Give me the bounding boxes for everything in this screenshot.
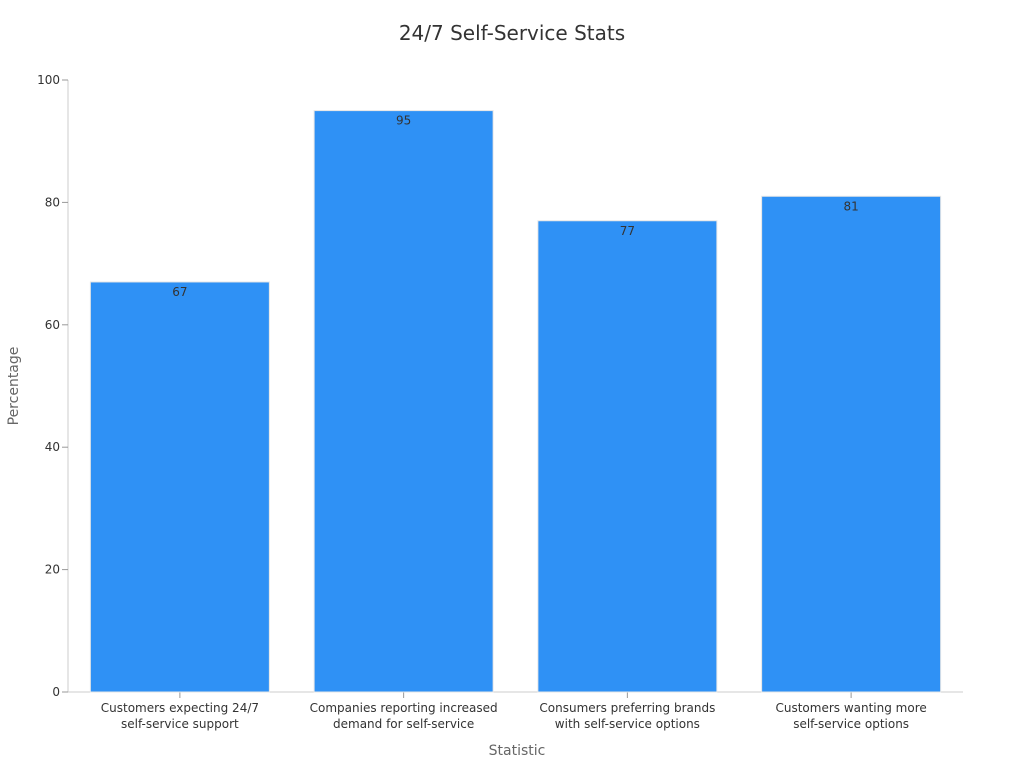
bar: [537, 220, 718, 693]
data-label: 67: [172, 285, 187, 299]
y-tick-label: 40: [45, 440, 60, 454]
data-label: 95: [396, 114, 411, 128]
x-tick-label: Consumers preferring brands: [539, 701, 715, 715]
x-tick-label: with self-service options: [555, 717, 700, 731]
data-label: 81: [843, 199, 858, 213]
y-tick-label: 80: [45, 195, 60, 209]
x-axis-label: Statistic: [489, 743, 546, 759]
y-tick-label: 60: [45, 318, 60, 332]
bar: [313, 110, 494, 693]
x-tick-label: Companies reporting increased: [310, 701, 498, 715]
labels-group: 67 Customers expecting 24/7 self-service s…: [101, 114, 927, 731]
y-tick-label: 20: [45, 563, 60, 577]
x-tick-label: demand for self-service: [333, 717, 474, 731]
y-tick-label: 0: [52, 685, 60, 699]
bar: [89, 281, 270, 693]
data-label: 77: [620, 224, 635, 238]
x-tick-label: self-service options: [793, 717, 909, 731]
bar: [761, 195, 942, 693]
y-tick-label: 100: [37, 73, 60, 87]
x-tick-label: self-service support: [121, 717, 239, 731]
y-axis-label: Percentage: [6, 347, 22, 426]
bars-group: [89, 110, 942, 693]
x-tick-label: Customers expecting 24/7: [101, 701, 259, 715]
chart-title: 24/7 Self-Service Stats: [399, 21, 625, 45]
x-tick-label: Customers wanting more: [775, 701, 926, 715]
